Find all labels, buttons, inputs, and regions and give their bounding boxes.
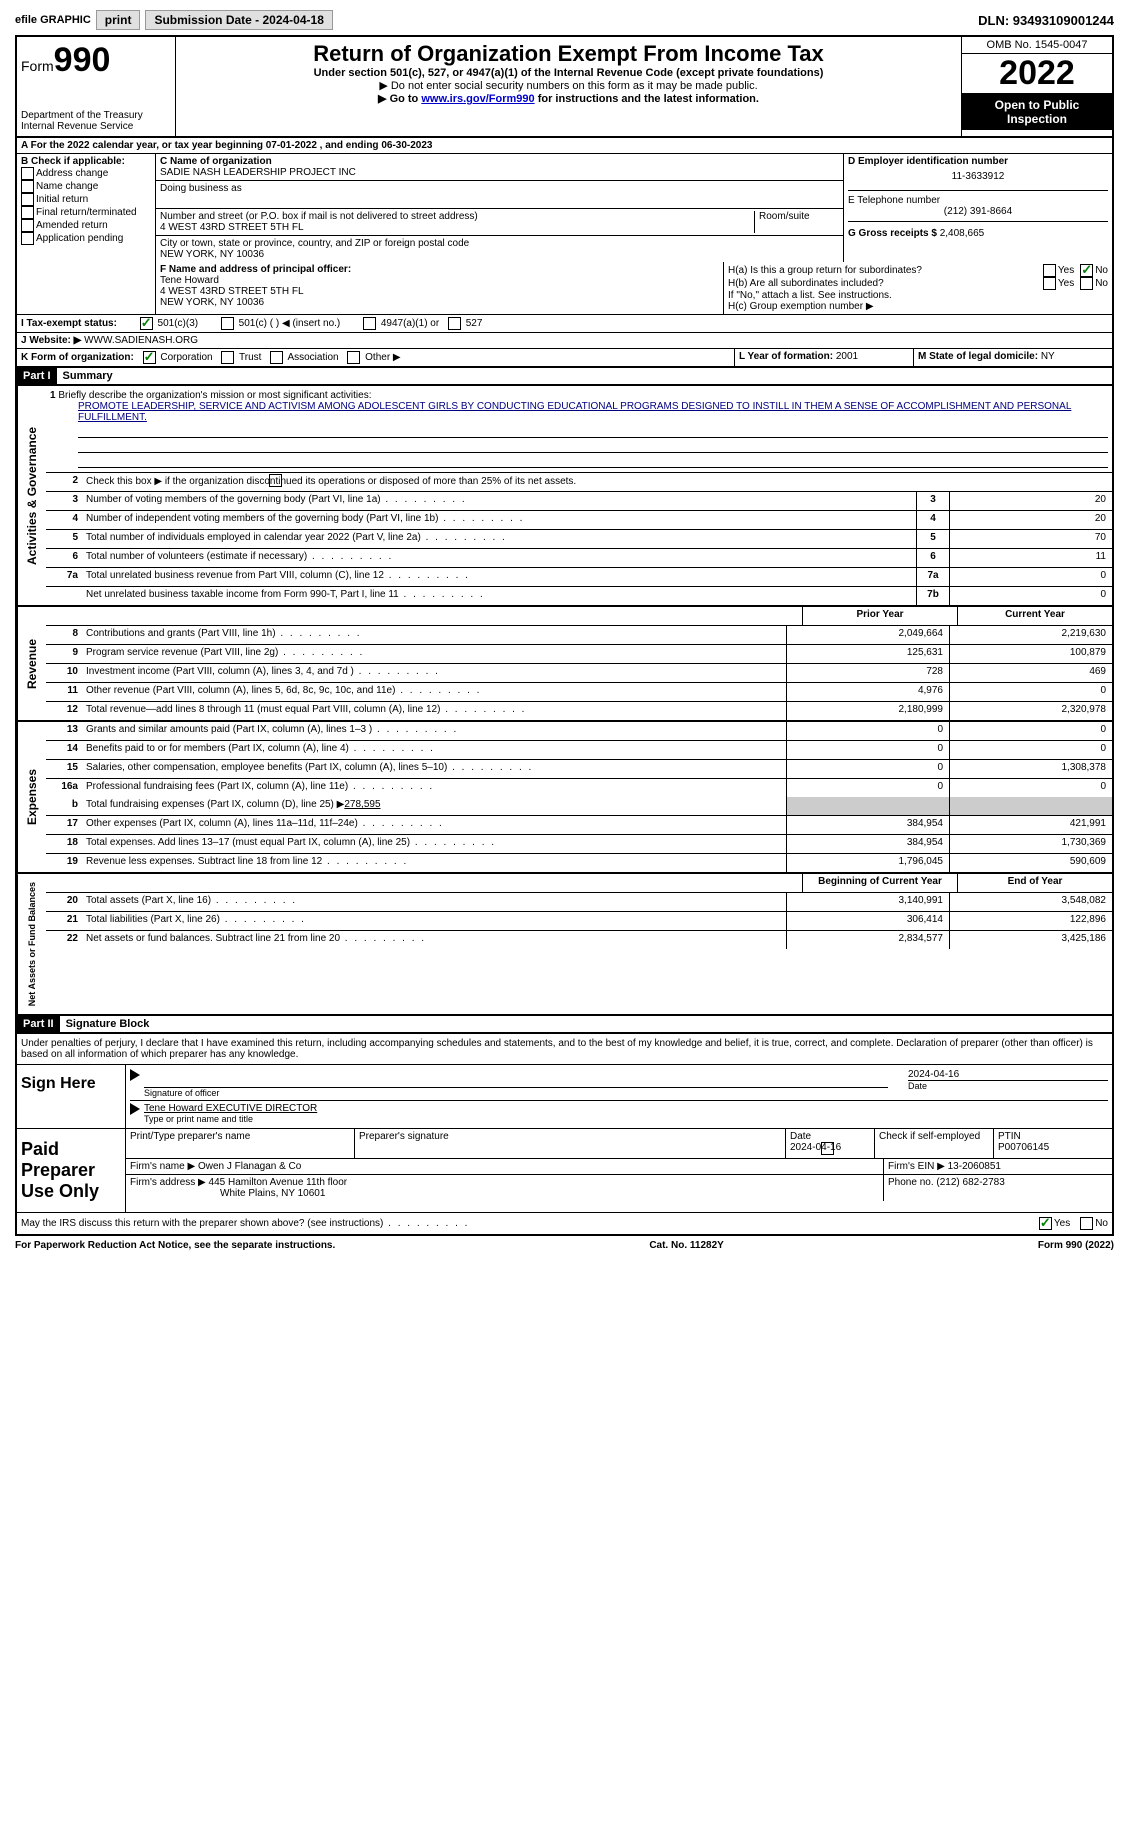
efile-label: efile GRAPHIC (15, 14, 91, 26)
form-subtitle: Under section 501(c), 527, or 4947(a)(1)… (180, 67, 957, 79)
summary-line: 11Other revenue (Part VIII, column (A), … (46, 683, 1112, 702)
summary-line: 19Revenue less expenses. Subtract line 1… (46, 854, 1112, 872)
checkbox-501c3[interactable] (140, 317, 153, 330)
summary-line: Net unrelated business taxable income fr… (46, 587, 1112, 605)
checkbox-name-change[interactable] (21, 180, 34, 193)
mission-text: PROMOTE LEADERSHIP, SERVICE AND ACTIVISM… (78, 401, 1108, 423)
irs-link[interactable]: www.irs.gov/Form990 (421, 93, 534, 105)
print-button[interactable]: print (96, 10, 141, 30)
checkbox-4947[interactable] (363, 317, 376, 330)
checkbox-501c[interactable] (221, 317, 234, 330)
checkbox-self-employed[interactable] (821, 1142, 834, 1155)
summary-line: 7aTotal unrelated business revenue from … (46, 568, 1112, 587)
summary-line: 4Number of independent voting members of… (46, 511, 1112, 530)
summary-line: 14Benefits paid to or for members (Part … (46, 741, 1112, 760)
signature-section: Under penalties of perjury, I declare th… (15, 1034, 1114, 1236)
arrow-icon (130, 1103, 140, 1115)
checkbox-other[interactable] (347, 351, 360, 364)
section-h: H(a) Is this a group return for subordin… (724, 262, 1112, 314)
open-public-badge: Open to Public Inspection (962, 94, 1112, 130)
vert-label-na: Net Assets or Fund Balances (17, 874, 46, 1014)
summary-line: 22Net assets or fund balances. Subtract … (46, 931, 1112, 949)
activities-governance-section: Activities & Governance 1 Briefly descri… (15, 386, 1114, 607)
declaration-text: Under penalties of perjury, I declare th… (17, 1034, 1112, 1065)
note-ssn: ▶ Do not enter social security numbers o… (180, 79, 957, 92)
checkbox-ha-no[interactable] (1080, 264, 1093, 277)
checkbox-irs-no[interactable] (1080, 1217, 1093, 1230)
checkbox-assoc[interactable] (270, 351, 283, 364)
section-c-addr: Number and street (or P.O. box if mail i… (156, 209, 843, 236)
section-g: G Gross receipts $ 2,408,665 (848, 222, 1108, 239)
expenses-section: Expenses 13Grants and similar amounts pa… (15, 722, 1114, 874)
summary-line: 17Other expenses (Part IX, column (A), l… (46, 816, 1112, 835)
summary-line: 12Total revenue—add lines 8 through 11 (… (46, 702, 1112, 720)
vert-label-rev: Revenue (17, 607, 46, 720)
checkbox-amended[interactable] (21, 219, 34, 232)
sign-here-label: Sign Here (17, 1065, 126, 1128)
summary-line: 13Grants and similar amounts paid (Part … (46, 722, 1112, 741)
section-c-name: C Name of organization SADIE NASH LEADER… (156, 154, 843, 181)
vert-label-exp: Expenses (17, 722, 46, 872)
checkbox-discontinued[interactable] (269, 474, 282, 487)
summary-line: 15Salaries, other compensation, employee… (46, 760, 1112, 779)
paid-preparer-label: Paid Preparer Use Only (17, 1129, 126, 1212)
arrow-icon (130, 1069, 140, 1081)
checkbox-trust[interactable] (221, 351, 234, 364)
revenue-section: Revenue b Prior Year Current Year 8Contr… (15, 607, 1114, 722)
irs-label: Internal Revenue Service (21, 121, 171, 132)
section-e: E Telephone number (212) 391-8664 (848, 191, 1108, 222)
checkbox-hb-no[interactable] (1080, 277, 1093, 290)
summary-line: 18Total expenses. Add lines 13–17 (must … (46, 835, 1112, 854)
section-i: I Tax-exempt status: 501(c)(3) 501(c) ( … (15, 315, 1114, 333)
omb-number: OMB No. 1545-0047 (962, 37, 1112, 54)
summary-line: 16aProfessional fundraising fees (Part I… (46, 779, 1112, 797)
note-goto: ▶ Go to www.irs.gov/Form990 for instruct… (180, 92, 957, 105)
summary-line: 3Number of voting members of the governi… (46, 492, 1112, 511)
checkbox-initial[interactable] (21, 193, 34, 206)
summary-line: 21Total liabilities (Part X, line 26)306… (46, 912, 1112, 931)
summary-line: 20Total assets (Part X, line 16)3,140,99… (46, 893, 1112, 912)
section-c-city: City or town, state or province, country… (156, 236, 843, 262)
tax-year: 2022 (962, 54, 1112, 94)
dln-text: DLN: 93493109001244 (978, 13, 1114, 28)
checkbox-final[interactable] (21, 206, 34, 219)
checkbox-corp[interactable] (143, 351, 156, 364)
part1-header: Part I Summary (15, 368, 1114, 386)
submission-date-button[interactable]: Submission Date - 2024-04-18 (145, 10, 332, 30)
vert-label-ag: Activities & Governance (17, 386, 46, 605)
section-klm: K Form of organization: Corporation Trus… (15, 349, 1114, 368)
checkbox-addr-change[interactable] (21, 167, 34, 180)
net-assets-section: Net Assets or Fund Balances Beginning of… (15, 874, 1114, 1016)
page-footer: For Paperwork Reduction Act Notice, see … (15, 1236, 1114, 1255)
form-header: Form990 Department of the Treasury Inter… (15, 35, 1114, 138)
section-f: F Name and address of principal officer:… (156, 262, 724, 314)
part2-header: Part II Signature Block (15, 1016, 1114, 1034)
summary-line: 9Program service revenue (Part VIII, lin… (46, 645, 1112, 664)
section-j: J Website: ▶ WWW.SADIENASH.ORG (15, 333, 1114, 349)
section-d: D Employer identification number 11-3633… (848, 156, 1108, 191)
section-b: B Check if applicable: Address change Na… (17, 154, 156, 262)
dept-treasury: Department of the Treasury (21, 110, 171, 121)
line-a: A For the 2022 calendar year, or tax yea… (15, 138, 1114, 154)
section-c-dba: Doing business as (156, 181, 843, 209)
summary-line: 6Total number of volunteers (estimate if… (46, 549, 1112, 568)
top-bar: efile GRAPHIC print Submission Date - 20… (15, 10, 1114, 30)
summary-line: 8Contributions and grants (Part VIII, li… (46, 626, 1112, 645)
form-title: Return of Organization Exempt From Incom… (180, 41, 957, 67)
checkbox-hb-yes[interactable] (1043, 277, 1056, 290)
summary-line: 5Total number of individuals employed in… (46, 530, 1112, 549)
checkbox-ha-yes[interactable] (1043, 264, 1056, 277)
checkbox-527[interactable] (448, 317, 461, 330)
checkbox-irs-yes[interactable] (1039, 1217, 1052, 1230)
summary-line: 10Investment income (Part VIII, column (… (46, 664, 1112, 683)
checkbox-application[interactable] (21, 232, 34, 245)
form-number: Form990 (21, 41, 171, 80)
